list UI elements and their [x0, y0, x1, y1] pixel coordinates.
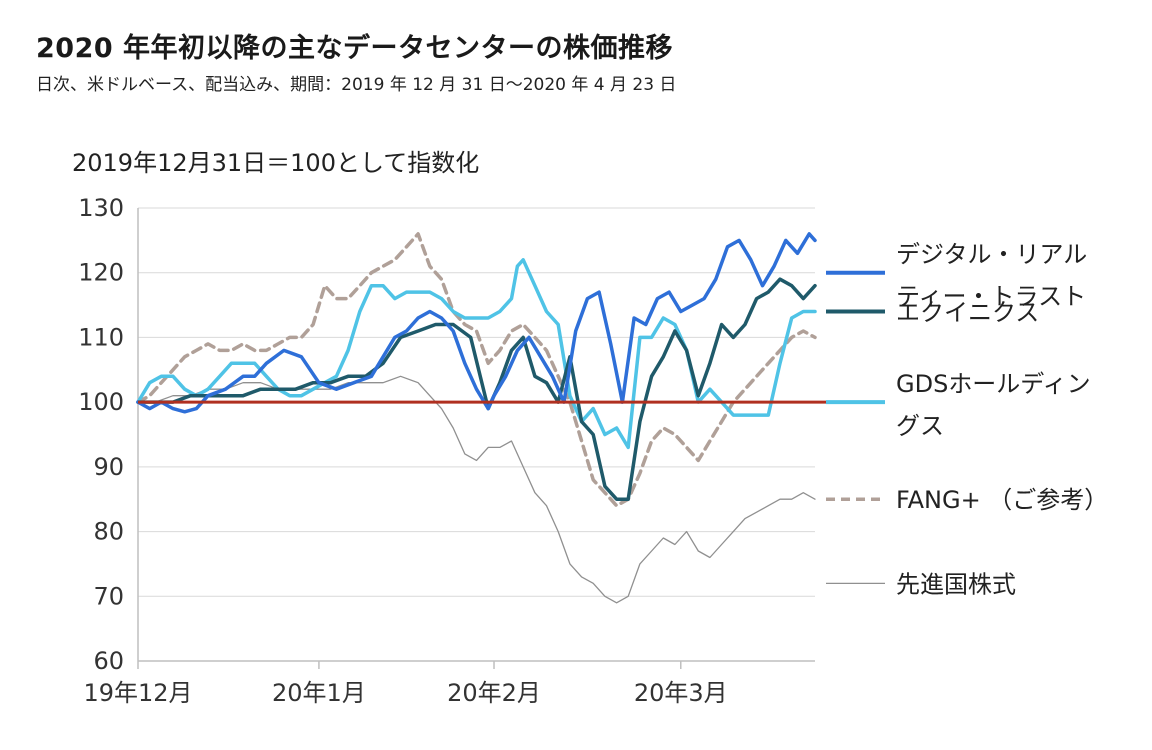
x-tick-label: 20年3月: [634, 679, 728, 707]
y-tick-label: 80: [93, 518, 124, 546]
series-line-3: [136, 232, 817, 508]
legend-label-1: エクイニクス: [896, 299, 1039, 327]
series-line-4: [137, 375, 816, 604]
x-tick-label: 20年1月: [272, 679, 366, 707]
legend-label-3: FANG+ （ご参考）: [896, 486, 1108, 514]
axes: 130 120 110 100 90 80 70 60 19年12月 20年1月 20年2月 20年3…: [78, 194, 815, 707]
y-tick-label: 130: [78, 194, 124, 222]
y-tick-label: 110: [78, 323, 124, 351]
y-axis-note: 2019年12月31日＝100として指数化: [72, 149, 480, 177]
y-tick-label: 60: [93, 647, 124, 675]
y-tick-label: 120: [78, 259, 124, 287]
x-tick-label: 20年2月: [447, 679, 541, 707]
chart-subtitle: 日次、米ドルベース、配当込み、期間：2019 年 12 月 31 日～2020 …: [36, 75, 677, 95]
legend-label-2: グス: [896, 412, 944, 440]
legend-label-0: デジタル・リアル: [896, 241, 1087, 269]
chart-title: 2020 年年初以降の主なデータセンターの株価推移: [36, 33, 674, 64]
series-line-0: [136, 232, 817, 414]
series-line-1: [136, 277, 817, 501]
y-tick-label: 70: [93, 582, 124, 610]
y-tick-label: 100: [78, 388, 124, 416]
series-layer: [136, 232, 817, 604]
x-tick-label: 19年12月: [83, 679, 192, 707]
legend-label-4: 先進国株式: [896, 570, 1016, 598]
legend-label-2: GDSホールディン: [896, 370, 1091, 398]
y-tick-label: 90: [93, 453, 124, 481]
legend-label-0: ティー・トラスト: [896, 283, 1086, 311]
series-line-2: [136, 258, 817, 450]
